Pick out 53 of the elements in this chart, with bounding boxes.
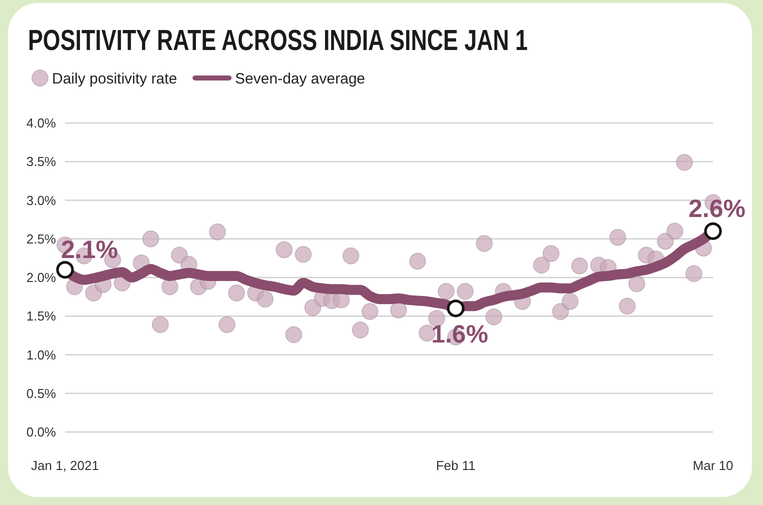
point [656,232,674,250]
point [618,298,636,315]
point [532,256,550,274]
point [161,278,178,296]
point [685,265,702,282]
point [228,284,246,302]
point [676,154,693,171]
y-tick-label: 2.5% [26,231,56,246]
y-tick-label: 1.5% [26,308,56,324]
annotation: 2.1% [61,236,118,264]
annotation: 2.6% [688,195,746,224]
point [208,223,226,240]
legend-label: Daily positivity rate [52,70,178,88]
y-tick-label: 3.0% [26,192,56,208]
y-tick-label: 3.5% [26,154,56,170]
point [485,308,502,326]
point [552,302,570,320]
annotation: 1.6% [431,320,488,348]
x-tick-label: Feb 11 [436,458,476,473]
point [476,235,493,252]
point [342,247,360,264]
point [361,302,378,320]
point [562,292,579,310]
point [56,260,74,279]
chart-title: POSITIVITY RATE ACROSS INDIA SINCE JAN 1 [28,25,528,57]
x-tick-label: Jan 1, 2021 [31,458,99,473]
point [256,290,274,308]
point [446,300,465,318]
point [456,282,474,300]
point [628,275,646,292]
point [666,222,684,240]
point [542,245,560,262]
y-tick-label: 0.5% [26,386,56,401]
point [438,282,455,300]
point [571,257,588,274]
legend-label: Seven-day average [235,70,366,88]
point [152,316,169,334]
point [428,310,446,327]
point [704,222,722,240]
x-tick-label: Mar 10 [692,458,734,473]
point [218,316,236,334]
point [276,241,293,258]
y-tick-label: 2.0% [26,270,56,286]
y-tick-label: 4.0% [26,116,56,131]
point [285,326,302,344]
point [609,228,626,246]
y-tick-label: 1.0% [26,347,56,362]
point [294,246,312,263]
point [390,301,408,318]
point [142,230,160,248]
point [409,252,426,270]
y-tick-label: 0.0% [26,424,56,440]
point [352,322,369,339]
